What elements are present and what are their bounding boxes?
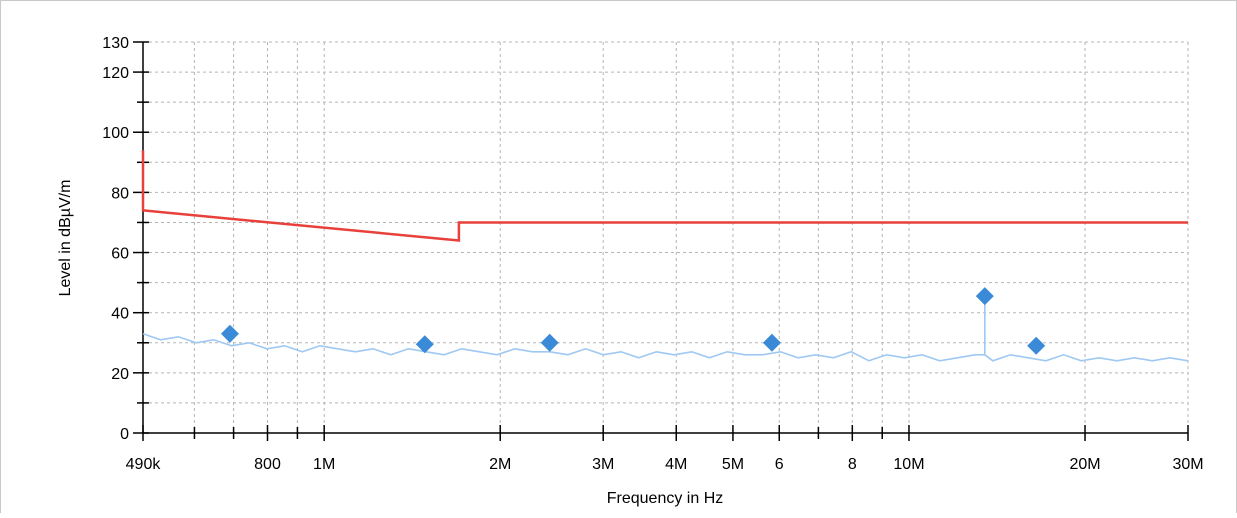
x-tick-label: 1M xyxy=(313,456,335,473)
y-axis-title: Level in dBµV/m xyxy=(57,180,74,297)
y-tick-label: 0 xyxy=(120,426,129,443)
x-tick-label: 8 xyxy=(848,456,857,473)
y-tick-label: 130 xyxy=(102,35,129,52)
x-tick-label: 10M xyxy=(893,456,924,473)
peak-marker xyxy=(415,335,434,354)
x-tick-label: 4M xyxy=(665,456,687,473)
x-tick-label: 3M xyxy=(592,456,614,473)
x-tick-label: 800 xyxy=(254,456,281,473)
y-tick-label: 80 xyxy=(111,185,129,202)
y-tick-label: 40 xyxy=(111,306,129,323)
peak-marker xyxy=(220,324,239,343)
x-tick-label: 490k xyxy=(126,456,162,473)
peak-marker xyxy=(540,333,559,352)
series-line xyxy=(142,297,1189,362)
x-tick-label: 5M xyxy=(722,456,744,473)
y-tick-label: 100 xyxy=(102,125,129,142)
x-tick-label: 2M xyxy=(489,456,511,473)
peak-marker xyxy=(975,287,994,306)
peak-marker xyxy=(762,333,781,352)
x-tick-label: 20M xyxy=(1069,456,1100,473)
x-axis-title: Frequency in Hz xyxy=(607,490,724,507)
x-tick-label: 6 xyxy=(775,456,784,473)
series-line xyxy=(141,150,1188,242)
y-tick-label: 120 xyxy=(102,65,129,82)
y-tick-label: 20 xyxy=(111,366,129,383)
x-tick-label: 30M xyxy=(1172,456,1203,473)
y-tick-label: 60 xyxy=(111,246,129,263)
peak-marker xyxy=(1027,336,1046,355)
